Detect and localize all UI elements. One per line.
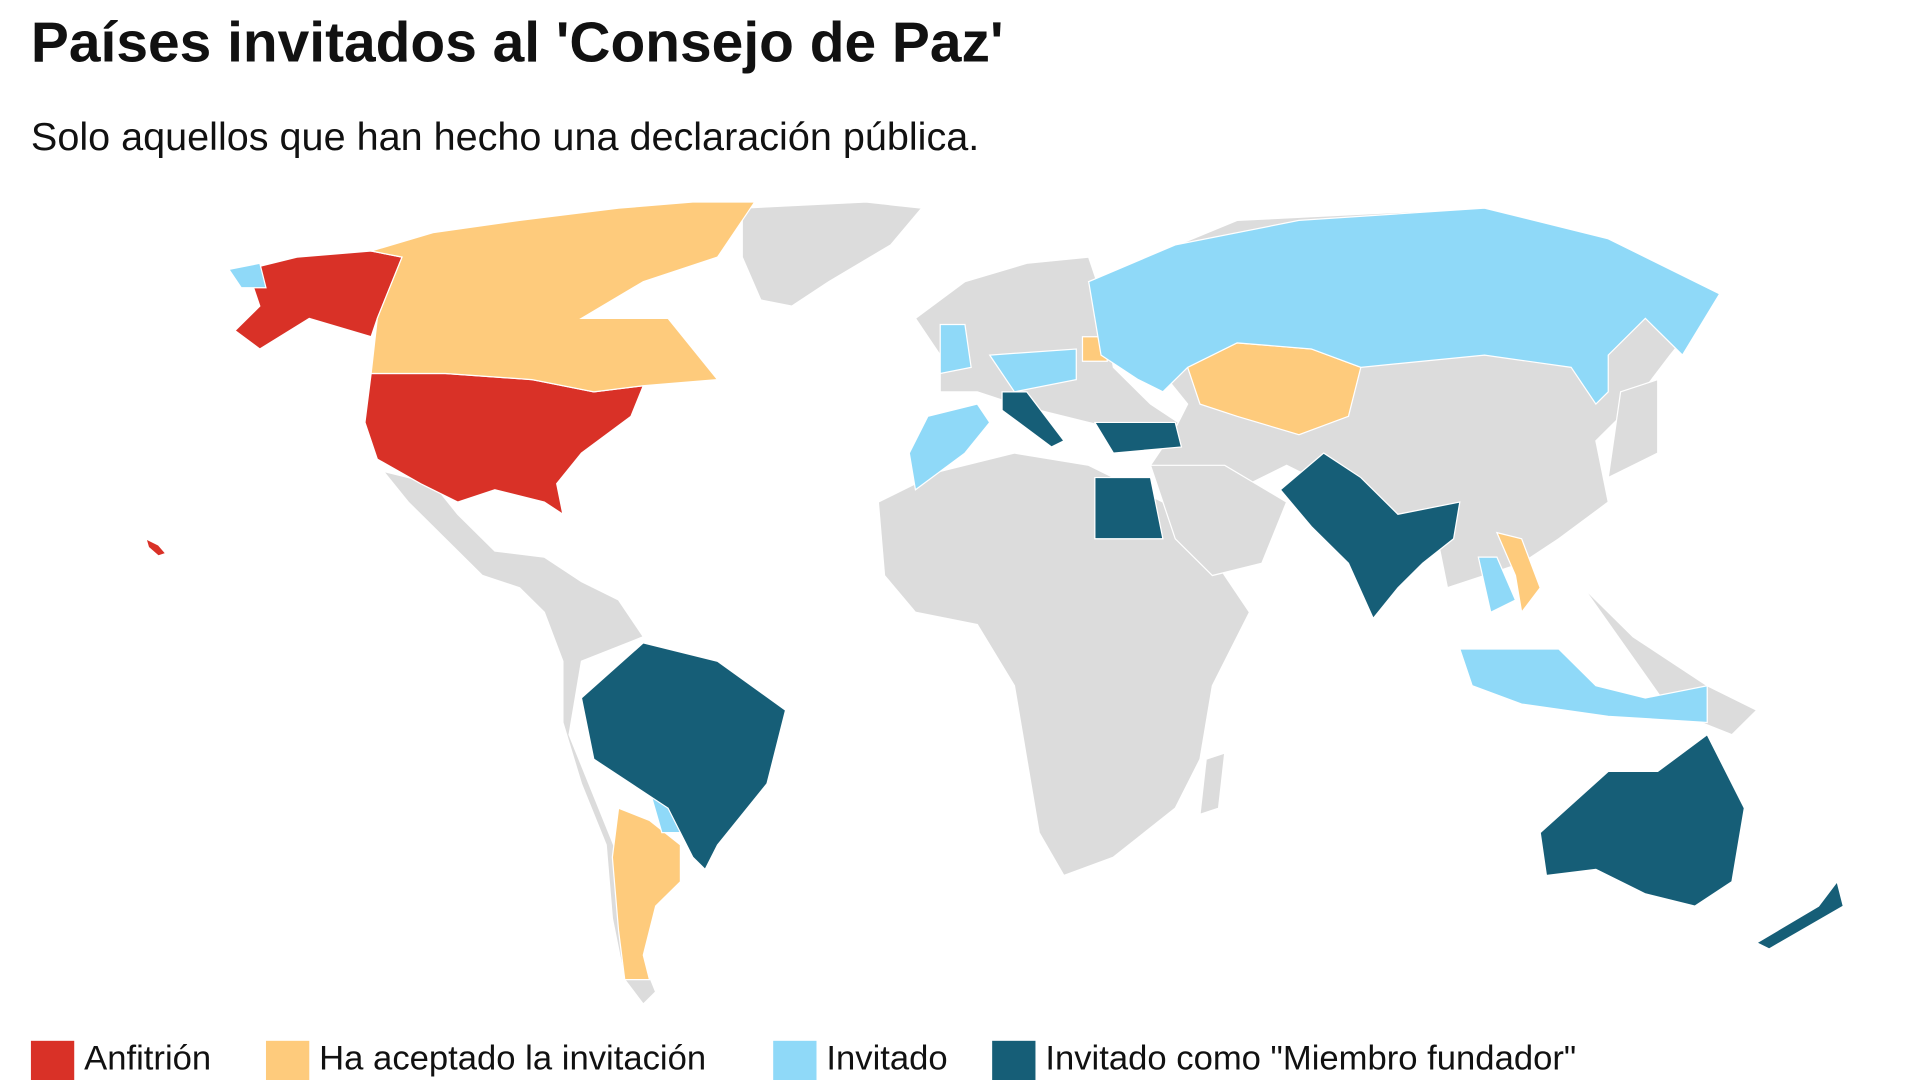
country	[939, 323, 972, 375]
world-map	[144, 201, 1845, 1006]
legend-swatch	[773, 1040, 817, 1080]
country	[611, 807, 682, 981]
country	[1094, 476, 1164, 540]
country	[1093, 421, 1183, 454]
legend-label: Ha aceptado la invitación	[319, 1040, 706, 1078]
country	[1495, 531, 1541, 614]
land	[1149, 464, 1288, 577]
land	[1199, 752, 1226, 816]
legend-swatch	[30, 1040, 75, 1080]
legend-label: Invitado	[826, 1040, 947, 1078]
legend-swatch	[265, 1040, 310, 1080]
legend-swatch	[992, 1040, 1036, 1080]
country	[1279, 452, 1461, 620]
land	[877, 452, 1251, 877]
title: Países invitados al 'Consejo de Paz'	[31, 11, 1004, 74]
country	[144, 537, 167, 557]
subtitle: Solo aquellos que han hecho una declarac…	[31, 115, 979, 159]
country	[1755, 880, 1845, 950]
country	[988, 348, 1077, 393]
legend: Anfitrión Ha aceptado la invitación Invita…	[30, 1040, 1576, 1080]
land	[381, 470, 657, 1006]
country	[1001, 391, 1065, 448]
country	[1477, 556, 1517, 614]
country	[1458, 648, 1708, 724]
land	[741, 201, 923, 307]
legend-label: Invitado como "Miembro fundador"	[1045, 1040, 1576, 1078]
country	[580, 642, 787, 871]
country	[370, 201, 756, 393]
country	[1087, 207, 1721, 406]
country	[234, 250, 403, 350]
country	[908, 403, 991, 491]
land	[1607, 378, 1659, 479]
country	[227, 262, 267, 289]
country	[1539, 733, 1745, 907]
legend-label: Anfitrión	[84, 1040, 211, 1078]
